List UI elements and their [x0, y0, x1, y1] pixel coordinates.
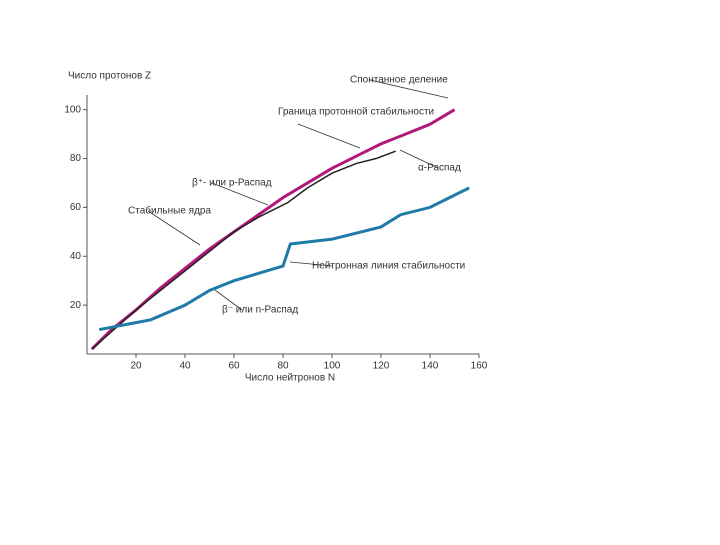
y-tick-label: 40	[70, 251, 82, 262]
annotation-arrow	[289, 261, 333, 267]
y-tick-label: 20	[70, 300, 82, 311]
annotation: β⁻ или n-Распад	[222, 305, 298, 316]
annotation: Стабильные ядра	[128, 205, 211, 217]
annotation-arrow	[211, 182, 269, 206]
x-tick-label: 120	[373, 361, 390, 372]
x-tick-label: 140	[422, 361, 439, 372]
annotation-arrow	[214, 289, 243, 311]
series-line	[98, 186, 470, 332]
annotation-arrow	[297, 123, 361, 149]
annotation: Граница протонной стабильности	[278, 106, 434, 118]
annotation: α-Распад	[418, 163, 461, 174]
x-axis-label: Число нейтронов N	[245, 373, 335, 384]
annotation: Нейтронная линия стабильности	[312, 260, 465, 272]
x-tick-label: 20	[130, 361, 142, 372]
series-line	[91, 150, 396, 350]
series-line	[90, 108, 456, 351]
x-tick-label: 40	[179, 361, 191, 372]
y-tick-label: 80	[70, 153, 82, 164]
x-tick-label: 100	[324, 361, 341, 372]
y-axis-label: Число протонов Z	[68, 71, 151, 82]
y-tick-label: 100	[64, 104, 81, 115]
x-tick-label: 160	[471, 361, 488, 372]
annotation-arrow	[399, 149, 439, 169]
annotation: β⁺- или p-Распад	[192, 178, 272, 189]
x-tick-label: 80	[277, 361, 289, 372]
y-tick-label: 60	[70, 202, 82, 213]
x-tick-label: 60	[228, 361, 240, 372]
annotation-arrow	[369, 79, 449, 99]
annotation-arrow	[147, 210, 201, 246]
annotation: Спонтанное деление	[350, 75, 448, 86]
